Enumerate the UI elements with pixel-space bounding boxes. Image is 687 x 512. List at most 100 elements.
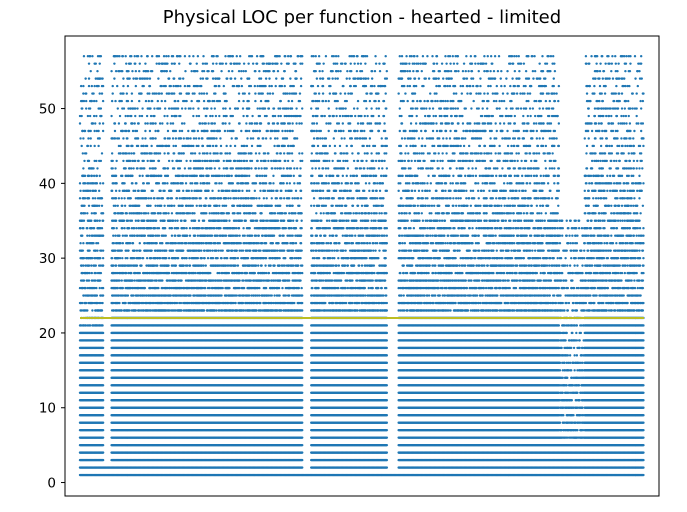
- scatter-point: [128, 77, 131, 80]
- scatter-point: [150, 249, 153, 252]
- scatter-point: [92, 99, 96, 103]
- scatter-point: [112, 241, 116, 245]
- scatter-point: [161, 122, 164, 125]
- scatter-point: [134, 189, 137, 193]
- scatter-point: [130, 271, 133, 275]
- scatter-point: [158, 256, 162, 260]
- scatter-point: [90, 84, 94, 88]
- scatter-point: [154, 219, 158, 222]
- scatter-point: [163, 182, 167, 185]
- scatter-point: [145, 144, 149, 148]
- scatter-point: [132, 227, 136, 230]
- scatter-point: [128, 309, 131, 312]
- scatter-point: [101, 99, 105, 103]
- scatter-point: [82, 264, 85, 267]
- scatter-point: [142, 144, 145, 148]
- scatter-point: [123, 204, 127, 207]
- scatter-point: [143, 219, 146, 222]
- scatter-point: [114, 212, 117, 215]
- scatter-point: [88, 189, 92, 193]
- scatter-point: [131, 182, 134, 185]
- scatter-point: [131, 129, 135, 133]
- scatter-point: [145, 152, 149, 155]
- scatter-point: [142, 182, 145, 185]
- scatter-point: [101, 443, 105, 447]
- scatter-point: [159, 189, 162, 193]
- scatter-point: [120, 279, 123, 282]
- scatter-point: [167, 159, 171, 163]
- scatter-point: [119, 241, 122, 245]
- scatter-point: [115, 159, 118, 163]
- scatter-point: [86, 114, 90, 118]
- scatter-point: [143, 227, 146, 230]
- scatter-point: [100, 309, 104, 312]
- scatter-point: [78, 114, 82, 118]
- scatter-point: [81, 129, 85, 133]
- scatter-point: [146, 55, 149, 58]
- scatter-point: [118, 279, 121, 282]
- scatter-point: [81, 249, 85, 252]
- scatter-point: [167, 92, 171, 95]
- scatter-point: [100, 197, 104, 200]
- scatter-point: [118, 189, 121, 193]
- scatter-point: [101, 301, 104, 305]
- scatter-point: [170, 114, 174, 118]
- scatter-point: [120, 249, 123, 252]
- scatter-point: [144, 212, 148, 215]
- scatter-point: [114, 99, 117, 103]
- scatter-point: [122, 107, 126, 110]
- scatter-point: [163, 167, 167, 170]
- scatter-point: [101, 451, 105, 454]
- scatter-point: [94, 62, 97, 65]
- scatter-point: [167, 152, 170, 155]
- scatter-point: [92, 227, 96, 230]
- scatter-point: [121, 234, 125, 237]
- scatter-point: [138, 114, 141, 118]
- scatter-point: [147, 99, 151, 103]
- scatter-point: [129, 197, 132, 200]
- scatter-point: [80, 264, 83, 267]
- scatter-point: [110, 99, 114, 103]
- scatter-point: [81, 271, 85, 275]
- scatter-point: [114, 167, 117, 170]
- scatter-point: [137, 122, 140, 125]
- scatter-point: [165, 249, 168, 252]
- scatter-point: [135, 264, 139, 267]
- scatter-point: [153, 212, 157, 215]
- scatter-point: [143, 234, 147, 237]
- scatter-point: [100, 227, 104, 230]
- scatter-point: [134, 107, 137, 110]
- scatter-point: [139, 256, 142, 260]
- scatter-point: [126, 256, 129, 260]
- scatter-point: [149, 256, 153, 260]
- scatter-point: [101, 212, 105, 215]
- scatter-point: [96, 249, 99, 252]
- scatter-point: [169, 122, 172, 125]
- scatter-point: [82, 137, 85, 140]
- scatter-point: [121, 227, 124, 230]
- scatter-point: [78, 286, 82, 290]
- scatter-point: [100, 204, 104, 207]
- scatter-point: [88, 234, 91, 237]
- scatter-point: [88, 249, 91, 252]
- scatter-point: [170, 234, 174, 237]
- scatter-point: [140, 55, 143, 58]
- scatter-point: [130, 219, 134, 222]
- scatter-point: [135, 182, 138, 185]
- scatter-point: [149, 204, 152, 207]
- scatter-point: [93, 129, 96, 133]
- scatter-point: [136, 167, 139, 170]
- scatter-point: [157, 55, 161, 58]
- scatter-point: [143, 167, 146, 170]
- scatter-point: [114, 219, 118, 222]
- scatter-point: [147, 174, 150, 178]
- scatter-point: [129, 62, 132, 65]
- scatter-point: [127, 144, 130, 148]
- scatter-point: [87, 77, 91, 80]
- scatter-point: [87, 62, 91, 65]
- scatter-point: [91, 309, 94, 312]
- scatter-point: [89, 137, 92, 140]
- scatter-point: [94, 122, 97, 125]
- scatter-point: [160, 92, 163, 95]
- scatter-point: [84, 264, 87, 267]
